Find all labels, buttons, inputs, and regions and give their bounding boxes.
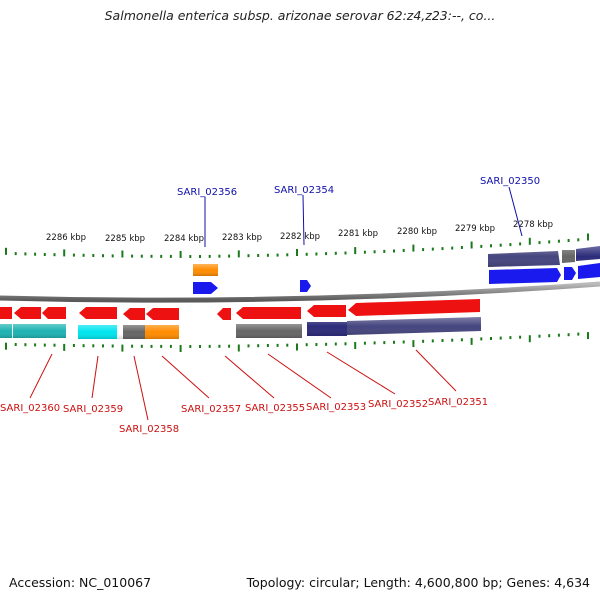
gene-label-forward[interactable]: SARI_02350 — [480, 176, 540, 187]
scale-labels: 2286 kbp 2285 kbp 2284 kbp 2283 kbp 2282… — [46, 220, 553, 244]
reverse-gene-arrow[interactable] — [42, 307, 66, 319]
forward-gene-arrow[interactable] — [578, 263, 600, 279]
label-leader-line — [267, 353, 332, 399]
gene-label-reverse[interactable]: SARI_02360 — [0, 403, 60, 414]
scale-label: 2278 kbp — [513, 220, 553, 230]
gene-label-reverse[interactable]: SARI_02353 — [306, 402, 366, 413]
label-leader-line — [508, 186, 523, 237]
reverse-gene-track[interactable] — [0, 299, 480, 320]
reverse-gene-arrow[interactable] — [236, 307, 301, 319]
gene-label-reverse[interactable]: SARI_02358 — [119, 424, 179, 435]
forward-gene-arrow[interactable] — [489, 268, 561, 284]
scale-label: 2286 kbp — [46, 233, 86, 243]
gene-label-reverse[interactable]: SARI_02351 — [428, 397, 488, 408]
scale-label: 2280 kbp — [397, 227, 437, 237]
forward-gene-arrow[interactable] — [193, 282, 218, 294]
label-leader-line — [133, 355, 149, 421]
reverse-gene-arrow[interactable] — [79, 307, 117, 319]
forward-gene-arrow[interactable] — [564, 267, 576, 280]
scale-label: 2284 kbp — [164, 234, 204, 244]
scale-ticks-bottom — [5, 332, 589, 352]
forward-gene-arrow[interactable] — [300, 280, 311, 292]
gene-label-reverse[interactable]: SARI_02357 — [181, 404, 241, 415]
genome-summary-text: Topology: circular; Length: 4,600,800 bp… — [246, 575, 590, 590]
label-leader-line — [161, 355, 210, 399]
reverse-gene-arrow[interactable] — [0, 307, 12, 319]
label-leader-line — [29, 353, 53, 399]
label-leader-line — [415, 349, 457, 392]
scale-ticks-top — [5, 233, 589, 258]
gene-label-forward[interactable]: SARI_02354 — [274, 185, 334, 196]
forward-gene-track[interactable] — [193, 263, 600, 294]
gene-label-reverse[interactable]: SARI_02359 — [63, 404, 123, 415]
reverse-gene-arrow[interactable] — [307, 305, 346, 317]
reverse-gene-arrow[interactable] — [123, 308, 145, 320]
scale-label: 2279 kbp — [455, 224, 495, 234]
scale-label: 2283 kbp — [222, 233, 262, 243]
scale-label: 2282 kbp — [280, 232, 320, 242]
reverse-gene-arrow[interactable] — [14, 307, 41, 319]
gene-label-reverse[interactable]: SARI_02352 — [368, 399, 428, 410]
label-leader-line — [302, 194, 305, 246]
genome-backbone — [0, 281, 600, 303]
accession-text: Accession: NC_010067 — [9, 575, 152, 590]
gene-label-reverse[interactable]: SARI_02355 — [245, 403, 305, 414]
forward-labels: SARI_02356 SARI_02354 SARI_02350 — [177, 176, 540, 247]
reverse-gene-arrow[interactable] — [217, 308, 231, 320]
label-leader-line — [91, 355, 99, 399]
gene-label-forward[interactable]: SARI_02356 — [177, 187, 237, 198]
scale-label: 2285 kbp — [105, 234, 145, 244]
reverse-labels: SARI_02360 SARI_02359 SARI_02358 SARI_02… — [0, 349, 488, 435]
reverse-gene-arrow[interactable] — [348, 299, 480, 316]
map-title: Salmonella enterica subsp. arizonae sero… — [104, 8, 496, 23]
scale-label: 2281 kbp — [338, 229, 378, 239]
label-leader-line — [224, 355, 275, 399]
track-shading — [0, 246, 600, 339]
label-leader-line — [326, 351, 396, 395]
reverse-gene-arrow[interactable] — [146, 308, 179, 320]
